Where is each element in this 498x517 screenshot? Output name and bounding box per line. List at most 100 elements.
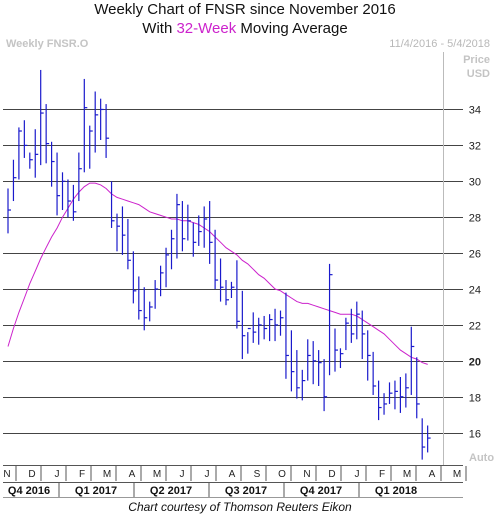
subtitle-accent: 32-Week: [176, 20, 236, 37]
ohlc-bar: [72, 184, 77, 221]
month-label: M: [453, 469, 461, 480]
ohlc-bar: [192, 222, 197, 257]
month-label: A: [229, 469, 236, 480]
date-range-label: 11/4/2016 - 5/4/2018: [389, 38, 490, 50]
subtitle-prefix: With: [142, 20, 176, 37]
quarter-label: Q1 2018: [375, 485, 417, 497]
month-label: M: [103, 469, 111, 480]
ohlc-bar: [350, 308, 355, 343]
quarter-label: Q2 2017: [150, 485, 192, 497]
month-label: F: [379, 469, 385, 480]
ohlc-bar: [339, 348, 344, 369]
ohlc-bar: [23, 120, 28, 158]
ohlc-bar: [165, 247, 170, 288]
ohlc-bar: [290, 330, 295, 392]
y-tick-label: 28: [469, 213, 481, 225]
quarter-label: Q3 2017: [225, 485, 267, 497]
month-label: J: [205, 469, 210, 480]
y-tick-label: 26: [469, 249, 481, 261]
ohlc-bar: [121, 206, 126, 255]
ohlc-bar: [252, 312, 257, 343]
ohlc-bar: [214, 229, 219, 290]
ohlc-bar: [367, 330, 371, 381]
quarter-label: Q4 2017: [300, 485, 342, 497]
quarter-label: Q4 2016: [8, 485, 50, 497]
ohlc-bar: [219, 258, 224, 302]
ohlc-bar: [356, 301, 360, 340]
ohlc-bar: [209, 201, 213, 264]
ohlc-bar: [110, 181, 115, 228]
ohlc-bar: [334, 328, 338, 372]
gridlines: [3, 109, 463, 434]
currency-label: USD: [467, 68, 490, 80]
ohlc-bar: [181, 201, 186, 252]
ohlc-bar: [345, 317, 349, 351]
ohlc-bar: [143, 287, 148, 331]
y-tick-label: 32: [469, 141, 481, 153]
ohlc-bar: [378, 380, 382, 421]
ohlc-bar: [149, 301, 153, 322]
subtitle-suffix: Moving Average: [236, 20, 347, 37]
ohlc-bar: [323, 359, 328, 412]
y-tick-label: 24: [469, 285, 481, 297]
chart-title: Weekly Chart of FNSR since November 2016: [94, 1, 396, 18]
month-label: D: [328, 469, 335, 480]
ohlc-bar: [198, 215, 202, 246]
quarter-label: Q1 2017: [75, 485, 117, 497]
ohlc-bar: [105, 104, 110, 158]
ohlc-bar: [274, 308, 279, 342]
ohlc-bar: [410, 326, 415, 395]
symbol-label: Weekly FNSR.O: [6, 38, 89, 50]
chart-credit: Chart courtesy of Thomson Reuters Eikon: [128, 500, 352, 514]
ohlc-bar: [40, 69, 44, 166]
ohlc-bar: [318, 350, 322, 386]
ohlc-bar: [34, 129, 39, 178]
ohlc-bar: [296, 350, 300, 399]
ohlc-bar: [45, 104, 50, 164]
ohlc-bar: [29, 152, 33, 169]
month-label: D: [28, 469, 35, 480]
month-label: J: [55, 469, 60, 480]
ohlc-bar: [176, 193, 180, 259]
ohlc-bar: [405, 373, 409, 408]
ohlc-bar: [67, 179, 71, 218]
ohlc-bar: [18, 127, 22, 180]
ohlc-bar: [372, 351, 377, 395]
ohlc-bar: [416, 357, 420, 419]
month-label: S: [254, 469, 261, 480]
ohlc-bar: [203, 206, 208, 248]
ohlc-bar: [383, 393, 388, 415]
ohlc-bar: [89, 125, 93, 169]
auto-scale-label: Auto: [469, 452, 494, 464]
price-axis-label: Price: [463, 54, 490, 66]
y-axis-ticks: 16 18 20 22 24 26 28 30 32 34: [469, 105, 481, 441]
month-label: J: [355, 469, 360, 480]
ohlc-bar: [361, 310, 366, 360]
ohlc-bar: [427, 425, 431, 453]
x-axis-quarters: Q4 2016 Q1 2017 Q2 2017 Q3 2017 Q4 2017 Q1 20…: [8, 483, 417, 497]
ohlc-bar: [236, 260, 240, 329]
ohlc-bar: [127, 218, 131, 270]
ohlc-bar: [170, 229, 175, 270]
moving-average-line: [7, 182, 428, 365]
ohlc-bar: [279, 310, 284, 336]
ohlc-bar: [230, 281, 235, 299]
ohlc-bar: [61, 172, 66, 211]
price-bars: [7, 69, 431, 460]
month-label: A: [129, 469, 136, 480]
ohlc-bar: [307, 339, 311, 381]
ohlc-bar: [269, 314, 273, 342]
y-tick-label: 30: [469, 177, 481, 189]
y-tick-label: 34: [469, 105, 481, 117]
month-label: A: [429, 469, 436, 480]
ohlc-bar: [225, 280, 229, 306]
ohlc-bar: [394, 380, 398, 410]
ohlc-bar: [94, 91, 99, 153]
ohlc-bar: [12, 159, 17, 202]
ohlc-bar: [258, 317, 262, 345]
month-label: M: [403, 469, 411, 480]
ohlc-bar: [78, 152, 82, 202]
ohlc-bar: [312, 341, 317, 385]
